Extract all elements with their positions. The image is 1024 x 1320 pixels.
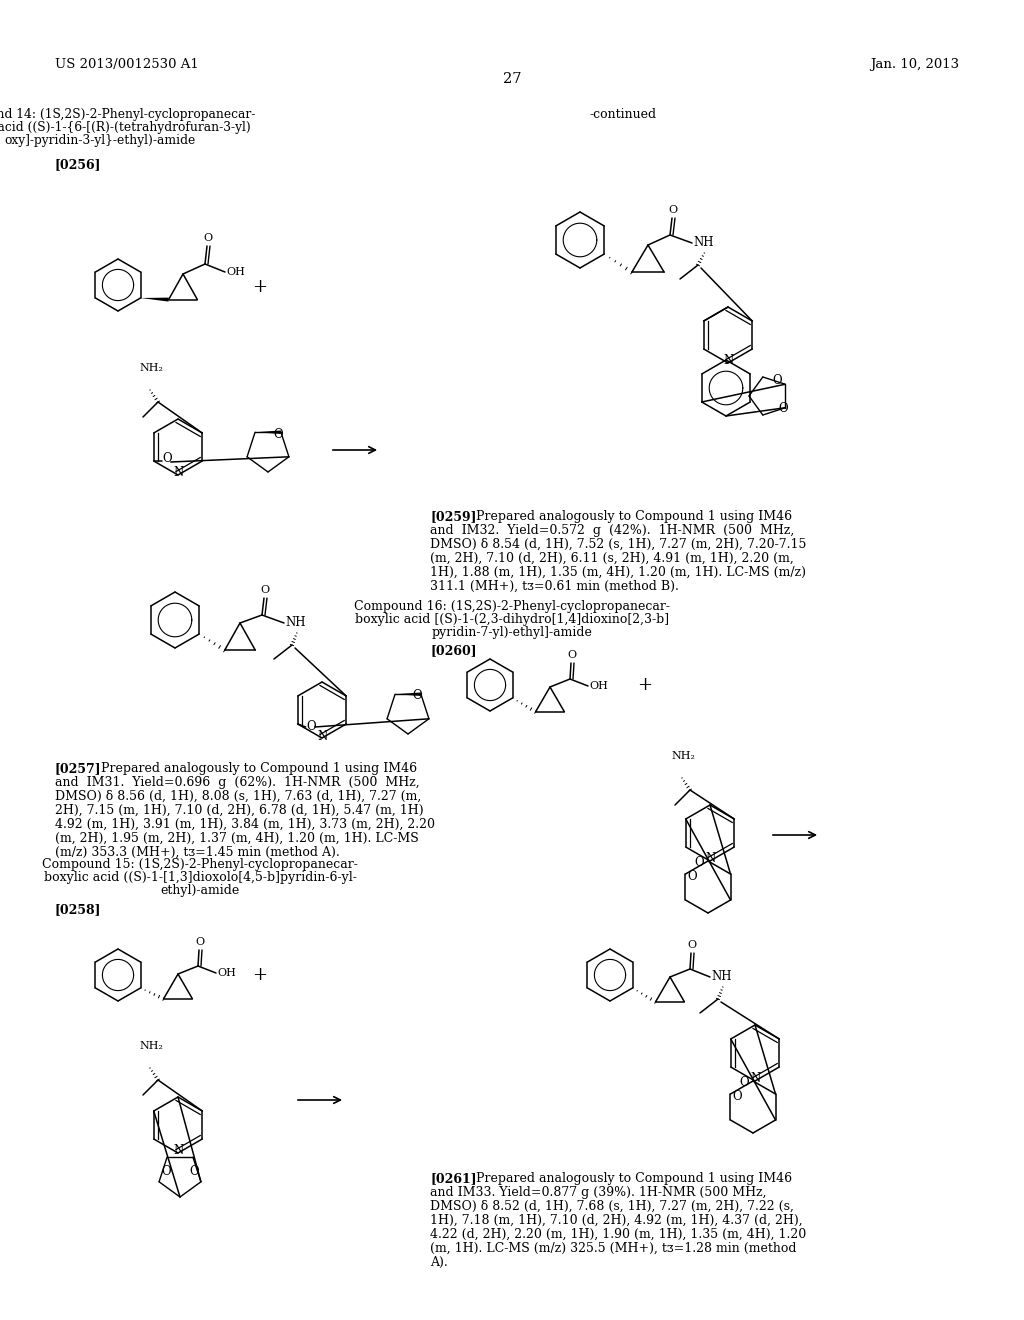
Text: Jan. 10, 2013: Jan. 10, 2013	[870, 58, 959, 71]
Text: O: O	[567, 649, 577, 660]
Text: [0260]: [0260]	[430, 644, 476, 657]
Text: N: N	[174, 466, 184, 479]
Text: Prepared analogously to Compound 1 using IM46: Prepared analogously to Compound 1 using…	[464, 1172, 793, 1185]
Text: A).: A).	[430, 1257, 447, 1269]
Text: NH₂: NH₂	[139, 363, 163, 374]
Text: 2H), 7.15 (m, 1H), 7.10 (d, 2H), 6.78 (d, 1H), 5.47 (m, 1H): 2H), 7.15 (m, 1H), 7.10 (d, 2H), 6.78 (d…	[55, 804, 424, 817]
Text: boxylic acid ((S)-1-[1,3]dioxolo[4,5-b]pyridin-6-yl-: boxylic acid ((S)-1-[1,3]dioxolo[4,5-b]p…	[44, 871, 356, 884]
Text: N: N	[317, 730, 328, 742]
Text: +: +	[253, 966, 267, 983]
Text: NH: NH	[711, 970, 731, 983]
Text: NH₂: NH₂	[671, 751, 695, 762]
Text: O: O	[196, 937, 205, 946]
Text: and  IM32.  Yield=0.572  g  (42%).  1H-NMR  (500  MHz,: and IM32. Yield=0.572 g (42%). 1H-NMR (5…	[430, 524, 795, 537]
Text: [0261]: [0261]	[430, 1172, 476, 1185]
Text: O: O	[204, 234, 213, 243]
Text: O: O	[412, 689, 422, 702]
Text: N: N	[751, 1072, 761, 1085]
Text: NH: NH	[693, 236, 714, 249]
Text: boxylic acid ((S)-1-{6-[(R)-(tetrahydrofuran-3-yl): boxylic acid ((S)-1-{6-[(R)-(tetrahydrof…	[0, 121, 251, 135]
Text: O: O	[778, 401, 787, 414]
Text: O: O	[732, 1090, 742, 1104]
Text: O: O	[189, 1166, 199, 1179]
Text: Compound 15: (1S,2S)-2-Phenyl-cyclopropanecar-: Compound 15: (1S,2S)-2-Phenyl-cyclopropa…	[42, 858, 358, 871]
Text: DMSO) δ 8.54 (d, 1H), 7.52 (s, 1H), 7.27 (m, 2H), 7.20-7.15: DMSO) δ 8.54 (d, 1H), 7.52 (s, 1H), 7.27…	[430, 539, 806, 550]
Text: ethyl)-amide: ethyl)-amide	[161, 884, 240, 898]
Text: +: +	[638, 676, 652, 694]
Text: DMSO) δ 8.52 (d, 1H), 7.68 (s, 1H), 7.27 (m, 2H), 7.22 (s,: DMSO) δ 8.52 (d, 1H), 7.68 (s, 1H), 7.27…	[430, 1200, 794, 1213]
Text: 311.1 (MH+), tᴣ=0.61 min (method B).: 311.1 (MH+), tᴣ=0.61 min (method B).	[430, 579, 679, 593]
Text: +: +	[253, 279, 267, 296]
Text: 4.92 (m, 1H), 3.91 (m, 1H), 3.84 (m, 1H), 3.73 (m, 2H), 2.20: 4.92 (m, 1H), 3.91 (m, 1H), 3.84 (m, 1H)…	[55, 818, 435, 832]
Text: O: O	[687, 870, 697, 883]
Text: NH₂: NH₂	[139, 1041, 163, 1051]
Text: Compound 14: (1S,2S)-2-Phenyl-cyclopropanecar-: Compound 14: (1S,2S)-2-Phenyl-cyclopropa…	[0, 108, 255, 121]
Text: Compound 16: (1S,2S)-2-Phenyl-cyclopropanecar-: Compound 16: (1S,2S)-2-Phenyl-cyclopropa…	[354, 601, 670, 612]
Text: OH: OH	[589, 681, 608, 690]
Text: [0258]: [0258]	[55, 903, 101, 916]
Text: [0259]: [0259]	[430, 510, 476, 523]
Text: N: N	[724, 355, 734, 367]
Text: oxy]-pyridin-3-yl}-ethyl)-amide: oxy]-pyridin-3-yl}-ethyl)-amide	[4, 135, 196, 147]
Text: 1H), 7.18 (m, 1H), 7.10 (d, 2H), 4.92 (m, 1H), 4.37 (d, 2H),: 1H), 7.18 (m, 1H), 7.10 (d, 2H), 4.92 (m…	[430, 1214, 803, 1228]
Text: 27: 27	[503, 73, 521, 86]
Text: -continued: -continued	[590, 108, 657, 121]
Text: Prepared analogously to Compound 1 using IM46: Prepared analogously to Compound 1 using…	[464, 510, 793, 523]
Text: (m, 2H), 7.10 (d, 2H), 6.11 (s, 2H), 4.91 (m, 1H), 2.20 (m,: (m, 2H), 7.10 (d, 2H), 6.11 (s, 2H), 4.9…	[430, 552, 794, 565]
Text: and IM33. Yield=0.877 g (39%). 1H-NMR (500 MHz,: and IM33. Yield=0.877 g (39%). 1H-NMR (5…	[430, 1185, 767, 1199]
Text: 4.22 (d, 2H), 2.20 (m, 1H), 1.90 (m, 1H), 1.35 (m, 4H), 1.20: 4.22 (d, 2H), 2.20 (m, 1H), 1.90 (m, 1H)…	[430, 1228, 806, 1241]
Text: O: O	[687, 940, 696, 950]
Polygon shape	[140, 297, 169, 301]
Text: OH: OH	[217, 968, 236, 978]
Text: O: O	[260, 585, 269, 595]
Text: O: O	[273, 428, 283, 441]
Text: OH: OH	[226, 267, 245, 277]
Text: O: O	[307, 721, 316, 734]
Text: O: O	[669, 205, 678, 215]
Polygon shape	[395, 693, 421, 696]
Text: 1H), 1.88 (m, 1H), 1.35 (m, 4H), 1.20 (m, 1H). LC-MS (m/z): 1H), 1.88 (m, 1H), 1.35 (m, 4H), 1.20 (m…	[430, 566, 806, 579]
Text: (m, 1H). LC-MS (m/z) 325.5 (MH+), tᴣ=1.28 min (method: (m, 1H). LC-MS (m/z) 325.5 (MH+), tᴣ=1.2…	[430, 1242, 797, 1255]
Text: [0256]: [0256]	[55, 158, 101, 172]
Text: and  IM31.  Yield=0.696  g  (62%).  1H-NMR  (500  MHz,: and IM31. Yield=0.696 g (62%). 1H-NMR (5…	[55, 776, 420, 789]
Text: boxylic acid [(S)-1-(2,3-dihydro[1,4]dioxino[2,3-b]: boxylic acid [(S)-1-(2,3-dihydro[1,4]dio…	[355, 612, 669, 626]
Text: O: O	[163, 453, 172, 466]
Text: O: O	[161, 1166, 171, 1179]
Text: pyridin-7-yl)-ethyl]-amide: pyridin-7-yl)-ethyl]-amide	[431, 626, 593, 639]
Text: O: O	[694, 857, 705, 870]
Text: DMSO) δ 8.56 (d, 1H), 8.08 (s, 1H), 7.63 (d, 1H), 7.27 (m,: DMSO) δ 8.56 (d, 1H), 8.08 (s, 1H), 7.63…	[55, 789, 421, 803]
Text: N: N	[174, 1144, 184, 1158]
Text: US 2013/0012530 A1: US 2013/0012530 A1	[55, 58, 199, 71]
Text: NH: NH	[285, 616, 305, 630]
Polygon shape	[255, 430, 281, 434]
Text: Prepared analogously to Compound 1 using IM46: Prepared analogously to Compound 1 using…	[89, 762, 417, 775]
Text: [0257]: [0257]	[55, 762, 101, 775]
Text: O: O	[772, 374, 781, 387]
Text: (m, 2H), 1.95 (m, 2H), 1.37 (m, 4H), 1.20 (m, 1H). LC-MS: (m, 2H), 1.95 (m, 2H), 1.37 (m, 4H), 1.2…	[55, 832, 419, 845]
Text: O: O	[739, 1077, 749, 1089]
Text: N: N	[706, 853, 716, 866]
Text: (m/z) 353.3 (MH+), tᴣ=1.45 min (method A).: (m/z) 353.3 (MH+), tᴣ=1.45 min (method A…	[55, 846, 340, 859]
